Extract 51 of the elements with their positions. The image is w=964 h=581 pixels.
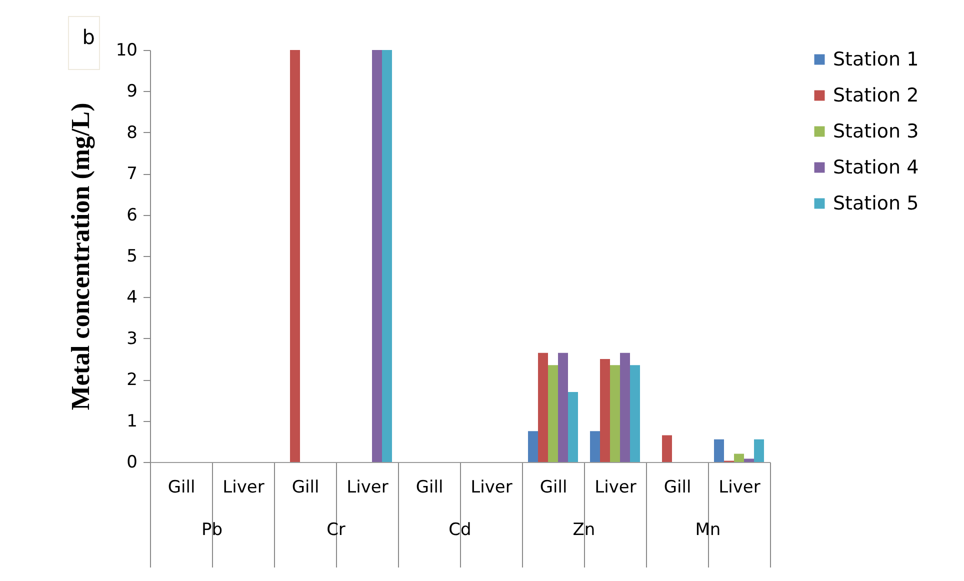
y-tick-label: 1 <box>126 411 138 432</box>
bar <box>528 431 538 462</box>
x-tick-label: Liver <box>594 478 636 498</box>
text: Cd <box>448 520 472 540</box>
legend-label: Station 2 <box>833 84 919 106</box>
bar <box>558 352 568 462</box>
legend-label: Station 4 <box>833 156 919 178</box>
y-tick-label: 2 <box>126 370 138 390</box>
bar <box>372 50 382 462</box>
bar <box>620 352 630 462</box>
y-tick-label: 7 <box>126 164 138 184</box>
x-tick-label: Liver <box>346 478 388 498</box>
x-tick-label: Gill <box>540 478 568 498</box>
x-tick-label: Liver <box>718 478 760 498</box>
y-tick-label: 5 <box>126 246 138 266</box>
bar <box>548 365 558 462</box>
bar <box>630 365 640 462</box>
x-tick-label: Gill <box>168 478 196 498</box>
y-tick-label: 4 <box>126 288 138 308</box>
bar <box>734 454 744 462</box>
bar <box>754 439 764 462</box>
legend-label: Station 1 <box>833 48 919 70</box>
x-tick-label: Gill <box>664 478 692 498</box>
legend-label: Station 5 <box>833 192 919 214</box>
bar <box>610 365 620 462</box>
bar <box>382 50 392 462</box>
y-tick-label: 0 <box>126 452 138 472</box>
y-tick-label: 9 <box>126 82 138 102</box>
text: Zn <box>572 520 596 540</box>
y-tick-label: 8 <box>126 122 138 143</box>
x-tick-label: Gill <box>292 478 320 498</box>
y-tick-label: 10 <box>116 40 138 60</box>
bar <box>568 392 578 462</box>
x-tick-label: Gill <box>416 478 444 498</box>
bar <box>600 359 610 462</box>
bar <box>590 431 600 462</box>
bar <box>538 352 548 462</box>
y-axis-title: Metal concentration (mg/L) <box>66 102 95 410</box>
bar <box>662 435 672 462</box>
bar <box>714 439 724 462</box>
text: Cr <box>326 520 346 540</box>
text: Mn <box>694 520 722 540</box>
y-tick-label: 3 <box>126 328 138 349</box>
bar <box>744 458 754 462</box>
text: b <box>68 16 100 70</box>
legend-label: Station 3 <box>833 120 919 142</box>
y-tick-label: 6 <box>126 205 138 226</box>
bar <box>290 50 300 462</box>
x-tick-label: Liver <box>222 478 264 498</box>
x-tick-label: Liver <box>470 478 512 498</box>
text: Pb <box>200 520 224 540</box>
